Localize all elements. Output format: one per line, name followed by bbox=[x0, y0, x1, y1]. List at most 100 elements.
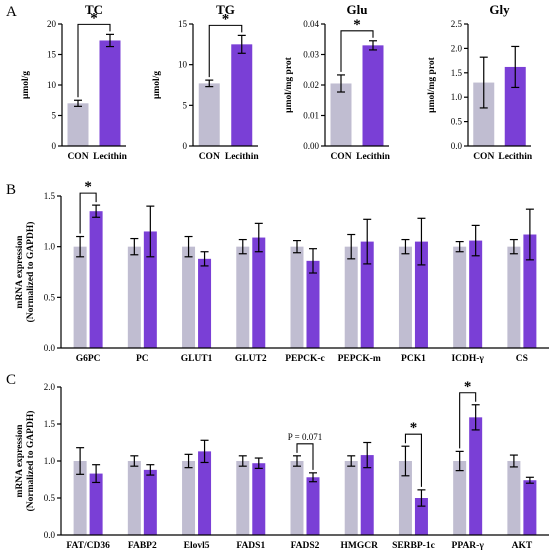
chart-title-gly: Gly bbox=[489, 2, 510, 17]
y-axis-label-lipid-1: (Normalized to GAPDH) bbox=[25, 411, 36, 512]
y-axis-label-lipid-0: mRNA expression bbox=[15, 424, 25, 498]
chart-tc: 0 5 10 15 20 CON Lecithin TC μmol/g * bbox=[21, 2, 128, 162]
bar-gluco-0-2 bbox=[182, 246, 196, 348]
bar-gluco-1-1 bbox=[143, 231, 157, 348]
x-label-gluco-6: PCK1 bbox=[401, 354, 426, 364]
chart-title-glu: Glu bbox=[347, 2, 368, 17]
y-axis-label-gluco-1: (Normalized to GAPDH) bbox=[25, 222, 36, 323]
significance-bracket-lipid-0 bbox=[296, 443, 314, 470]
x-label-gluco-2: GLUT1 bbox=[181, 354, 213, 364]
bar-gluco-0-8 bbox=[507, 246, 521, 348]
x-label-gluco-1: PC bbox=[136, 354, 149, 364]
y-tick-label-lipid-3: 1.5 bbox=[44, 419, 56, 429]
y-tick-label-glu-2: 0.02 bbox=[303, 80, 319, 90]
significance-label-tg-0: * bbox=[222, 11, 230, 27]
y-tick-label-tc-1: 5 bbox=[52, 111, 57, 121]
y-tick-label-lipid-0: 0.0 bbox=[44, 530, 56, 540]
y-tick-label-gly-0: 0.0 bbox=[451, 141, 463, 151]
chart-glucose-metabolism: 0.0 0.5 1.0 1.5 G6PC PC GLUT1 GLUT2 PEPCK-c PEPCK… bbox=[15, 179, 549, 364]
y-tick-label-glu-4: 0.04 bbox=[303, 19, 319, 29]
significance-bracket-gluco-0 bbox=[79, 192, 97, 234]
y-axis-label-glu: μmol/mg prot bbox=[284, 56, 294, 112]
x-label-tc-1: Lecithin bbox=[93, 152, 127, 162]
y-tick-label-tg-0: 0 bbox=[183, 141, 188, 151]
bar-gluco-1-2 bbox=[198, 258, 212, 348]
y-tick-label-gluco-2: 1.0 bbox=[44, 242, 56, 252]
y-tick-label-gluco-3: 1.5 bbox=[44, 191, 56, 201]
x-label-lipid-8: AKT bbox=[512, 541, 533, 551]
significance-bracket-lipid-2 bbox=[459, 392, 477, 449]
y-tick-label-tc-4: 20 bbox=[47, 19, 57, 29]
bar-lipid-1-2 bbox=[198, 451, 212, 535]
bar-gluco-0-3 bbox=[236, 246, 250, 348]
y-tick-label-tc-3: 15 bbox=[47, 50, 57, 60]
bar-gluco-0-7 bbox=[453, 246, 467, 348]
bar-glu-0 bbox=[330, 83, 352, 146]
bar-lipid-0-2 bbox=[182, 461, 196, 535]
x-label-tg-1: Lecithin bbox=[225, 152, 259, 162]
y-tick-label-glu-1: 0.01 bbox=[303, 111, 319, 121]
y-tick-label-gly-2: 1.0 bbox=[451, 92, 463, 102]
y-tick-label-gly-3: 1.5 bbox=[451, 68, 463, 78]
significance-label-tc-0: * bbox=[90, 10, 98, 26]
significance-bracket-tg-0 bbox=[208, 24, 243, 78]
chart-tg: 0 5 10 15 CON Lecithin TG μmol/g * bbox=[152, 2, 259, 162]
y-tick-label-glu-0: 0.00 bbox=[303, 141, 319, 151]
x-label-lipid-2: Elovl5 bbox=[184, 541, 210, 551]
x-label-lipid-3: FADS1 bbox=[236, 541, 265, 551]
bar-lipid-1-0 bbox=[89, 473, 103, 535]
y-tick-label-tc-0: 0 bbox=[52, 141, 57, 151]
bar-lipid-0-7 bbox=[453, 461, 467, 535]
panel-letter-c: C bbox=[6, 372, 16, 388]
panel-letter-a: A bbox=[6, 4, 17, 20]
bar-gluco-1-4 bbox=[306, 260, 320, 348]
significance-bracket-lipid-1 bbox=[404, 433, 422, 487]
x-label-gluco-0: G6PC bbox=[76, 354, 101, 364]
bar-lipid-0-0 bbox=[73, 461, 87, 535]
y-tick-label-gluco-0: 0.0 bbox=[44, 343, 56, 353]
bar-lipid-1-5 bbox=[360, 455, 374, 535]
y-tick-label-tg-1: 5 bbox=[183, 100, 188, 110]
significance-label-lipid-1: * bbox=[410, 420, 418, 436]
bar-lipid-0-8 bbox=[507, 461, 521, 535]
bar-gluco-0-0 bbox=[73, 246, 87, 348]
x-label-lipid-7: PPAR-γ bbox=[452, 541, 485, 551]
x-label-lipid-1: FABP2 bbox=[128, 541, 157, 551]
bar-lipid-0-1 bbox=[127, 461, 141, 535]
x-label-gluco-4: PEPCK-c bbox=[285, 354, 325, 364]
x-label-glu-1: Lecithin bbox=[356, 152, 390, 162]
y-tick-label-lipid-1: 0.5 bbox=[44, 493, 56, 503]
panel-c: C 0.0 0.5 1.0 1.5 2.0 FAT/CD36 FABP2 Elovl5 FADS… bbox=[6, 372, 549, 551]
x-label-gluco-7: ICDH-γ bbox=[451, 354, 484, 364]
bar-gluco-1-5 bbox=[360, 241, 374, 348]
significance-label-lipid-2: * bbox=[464, 379, 472, 395]
y-tick-label-tc-2: 10 bbox=[47, 80, 57, 90]
y-tick-label-lipid-4: 2.0 bbox=[44, 382, 56, 392]
x-label-lipid-4: FADS2 bbox=[291, 541, 320, 551]
y-axis-label-tg: μmol/g bbox=[152, 71, 162, 99]
bar-lipid-1-3 bbox=[252, 463, 266, 535]
bar-gly-0 bbox=[473, 82, 495, 146]
bar-lipid-0-5 bbox=[344, 461, 358, 535]
y-tick-label-gly-1: 0.5 bbox=[451, 117, 463, 127]
bar-lipid-0-6 bbox=[398, 461, 412, 535]
bar-gluco-0-4 bbox=[290, 246, 304, 348]
bar-gluco-0-1 bbox=[127, 246, 141, 348]
y-tick-label-lipid-2: 1.0 bbox=[44, 456, 56, 466]
y-axis-label-gluco-0: mRNA expression bbox=[15, 235, 25, 309]
bar-tc-0 bbox=[67, 103, 89, 146]
y-tick-label-tg-3: 15 bbox=[178, 19, 188, 29]
bar-lipid-1-1 bbox=[143, 469, 157, 535]
bar-gly-1 bbox=[504, 66, 526, 146]
x-label-gly-0: CON bbox=[473, 152, 494, 162]
bar-lipid-1-8 bbox=[523, 480, 537, 535]
bar-glu-1 bbox=[362, 45, 384, 146]
panel-letter-b: B bbox=[6, 182, 16, 198]
bar-tg-1 bbox=[231, 44, 253, 147]
x-label-tc-0: CON bbox=[67, 152, 88, 162]
x-label-gly-1: Lecithin bbox=[498, 152, 532, 162]
significance-label-gluco-0: * bbox=[84, 179, 92, 195]
significance-bracket-glu-0 bbox=[340, 30, 374, 72]
y-tick-label-gly-5: 2.5 bbox=[451, 19, 463, 29]
